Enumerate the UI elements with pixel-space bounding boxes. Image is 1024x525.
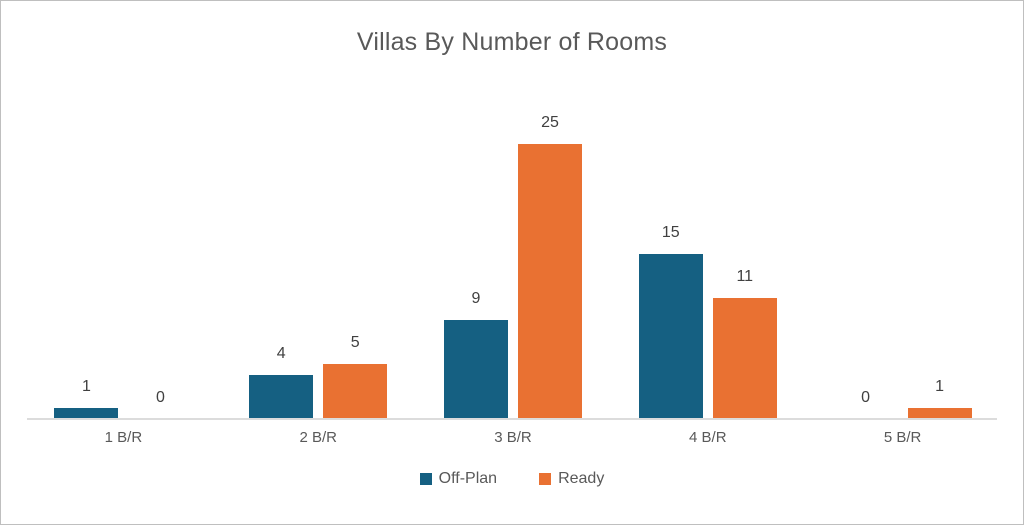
legend-swatch-icon [539,473,552,485]
legend-item-off-plan: Off-Plan [419,470,498,488]
bar-value-label: 11 [736,267,754,285]
bar-off-plan-3-b-r [443,320,508,419]
bar-off-plan-2-b-r [249,375,314,419]
legend-item-ready: Ready [539,470,604,488]
bar-cell-ready-5-b-r: 1 [907,377,972,419]
bar-off-plan-4-b-r [638,254,703,419]
bar-cell-off-plan-1-b-r: 1 [54,377,119,419]
legend-label: Ready [558,470,605,487]
bar-cell-ready-2-b-r: 5 [323,333,388,419]
bar-ready-3-b-r [517,144,582,419]
legend-label: Off-Plan [438,470,498,487]
bar-value-label: 15 [661,223,680,241]
bar-cell-ready-4-b-r: 11 [712,267,777,419]
bar-value-label: 4 [276,344,286,362]
x-axis-label-4-b-r: 4 B/R [689,429,727,446]
bar-value-label: 25 [541,113,559,131]
bar-cell-off-plan-5-b-r: 0 [834,389,898,419]
bar-cell-off-plan-2-b-r: 4 [249,344,314,419]
x-axis-labels: 1 B/R 2 B/R 3 B/R 4 B/R 5 B/R [26,429,1000,446]
bar-pair: 15 11 [610,224,805,419]
x-axis-label-3-b-r: 3 B/R [494,429,532,446]
bar-value-label: 1 [81,377,91,395]
category-group-3-b-r: 9 25 [416,89,611,419]
bar-cell-off-plan-4-b-r: 15 [638,223,703,419]
legend-swatch-icon [419,473,432,485]
bar-value-label: 0 [155,388,165,406]
x-axis-label-2-b-r: 2 B/R [299,429,337,446]
bar-ready-4-b-r [712,298,777,419]
legend: Off-Plan Ready [1,470,1023,488]
plot-area: 1 0 4 5 9 25 15 11 0 1 [26,89,1000,419]
category-group-4-b-r: 15 11 [610,89,805,419]
bar-value-label: 1 [935,377,945,395]
x-axis-label-5-b-r: 5 B/R [883,429,922,446]
bar-value-label: 9 [471,289,481,307]
bar-value-label: 5 [350,333,360,351]
bar-pair: 9 25 [416,114,611,419]
bar-ready-5-b-r [907,408,972,419]
x-axis-line [27,418,997,420]
bar-off-plan-1-b-r [54,408,119,419]
bar-cell-ready-3-b-r: 25 [517,113,582,419]
bar-cell-ready-1-b-r: 0 [128,389,192,419]
bar-value-label: 0 [861,388,871,406]
x-axis-label-1-b-r: 1 B/R [104,429,143,446]
bar-ready-2-b-r [323,364,388,419]
chart-title: Villas By Number of Rooms [356,28,668,56]
bar-cell-off-plan-3-b-r: 9 [443,289,508,419]
